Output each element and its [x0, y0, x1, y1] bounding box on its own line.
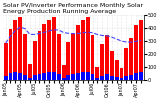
Bar	[23, 75, 27, 80]
Bar	[52, 72, 56, 80]
Bar	[86, 72, 90, 80]
Bar	[33, 41, 36, 80]
Bar	[100, 76, 104, 80]
Bar	[66, 42, 70, 80]
Bar	[124, 76, 128, 80]
Bar	[66, 75, 70, 80]
Bar	[47, 20, 51, 80]
Bar	[47, 72, 51, 80]
Bar	[81, 72, 85, 80]
Bar	[13, 72, 17, 80]
Bar	[120, 68, 123, 80]
Bar	[76, 25, 80, 80]
Bar	[18, 17, 22, 80]
Bar	[105, 35, 109, 80]
Bar	[57, 34, 61, 80]
Bar	[120, 78, 123, 80]
Bar	[23, 34, 27, 80]
Bar	[71, 74, 75, 80]
Bar	[28, 78, 32, 80]
Bar	[62, 65, 65, 80]
Bar	[81, 20, 85, 80]
Bar	[38, 32, 41, 80]
Bar	[110, 51, 114, 80]
Bar	[139, 72, 143, 80]
Bar	[38, 74, 41, 80]
Bar	[71, 33, 75, 80]
Bar	[28, 64, 32, 80]
Bar	[115, 60, 119, 80]
Bar	[105, 74, 109, 80]
Bar	[4, 43, 8, 80]
Bar	[91, 35, 94, 80]
Bar	[100, 44, 104, 80]
Bar	[115, 77, 119, 80]
Bar	[42, 72, 46, 80]
Bar	[33, 75, 36, 80]
Bar	[13, 20, 17, 80]
Bar	[129, 75, 133, 80]
Bar	[110, 76, 114, 80]
Bar	[134, 72, 138, 80]
Bar	[95, 67, 99, 80]
Bar	[139, 20, 143, 80]
Bar	[52, 17, 56, 80]
Bar	[9, 73, 12, 80]
Bar	[18, 72, 22, 80]
Bar	[4, 76, 8, 80]
Bar	[9, 29, 12, 80]
Bar	[91, 74, 94, 80]
Bar	[134, 25, 138, 80]
Bar	[95, 78, 99, 80]
Bar	[124, 48, 128, 80]
Bar	[62, 78, 65, 80]
Bar	[76, 72, 80, 80]
Bar	[86, 17, 90, 80]
Text: Solar PV/Inverter Performance Monthly Solar Energy Production Running Average: Solar PV/Inverter Performance Monthly So…	[3, 3, 143, 14]
Bar	[129, 38, 133, 80]
Bar	[42, 24, 46, 80]
Bar	[57, 74, 61, 80]
